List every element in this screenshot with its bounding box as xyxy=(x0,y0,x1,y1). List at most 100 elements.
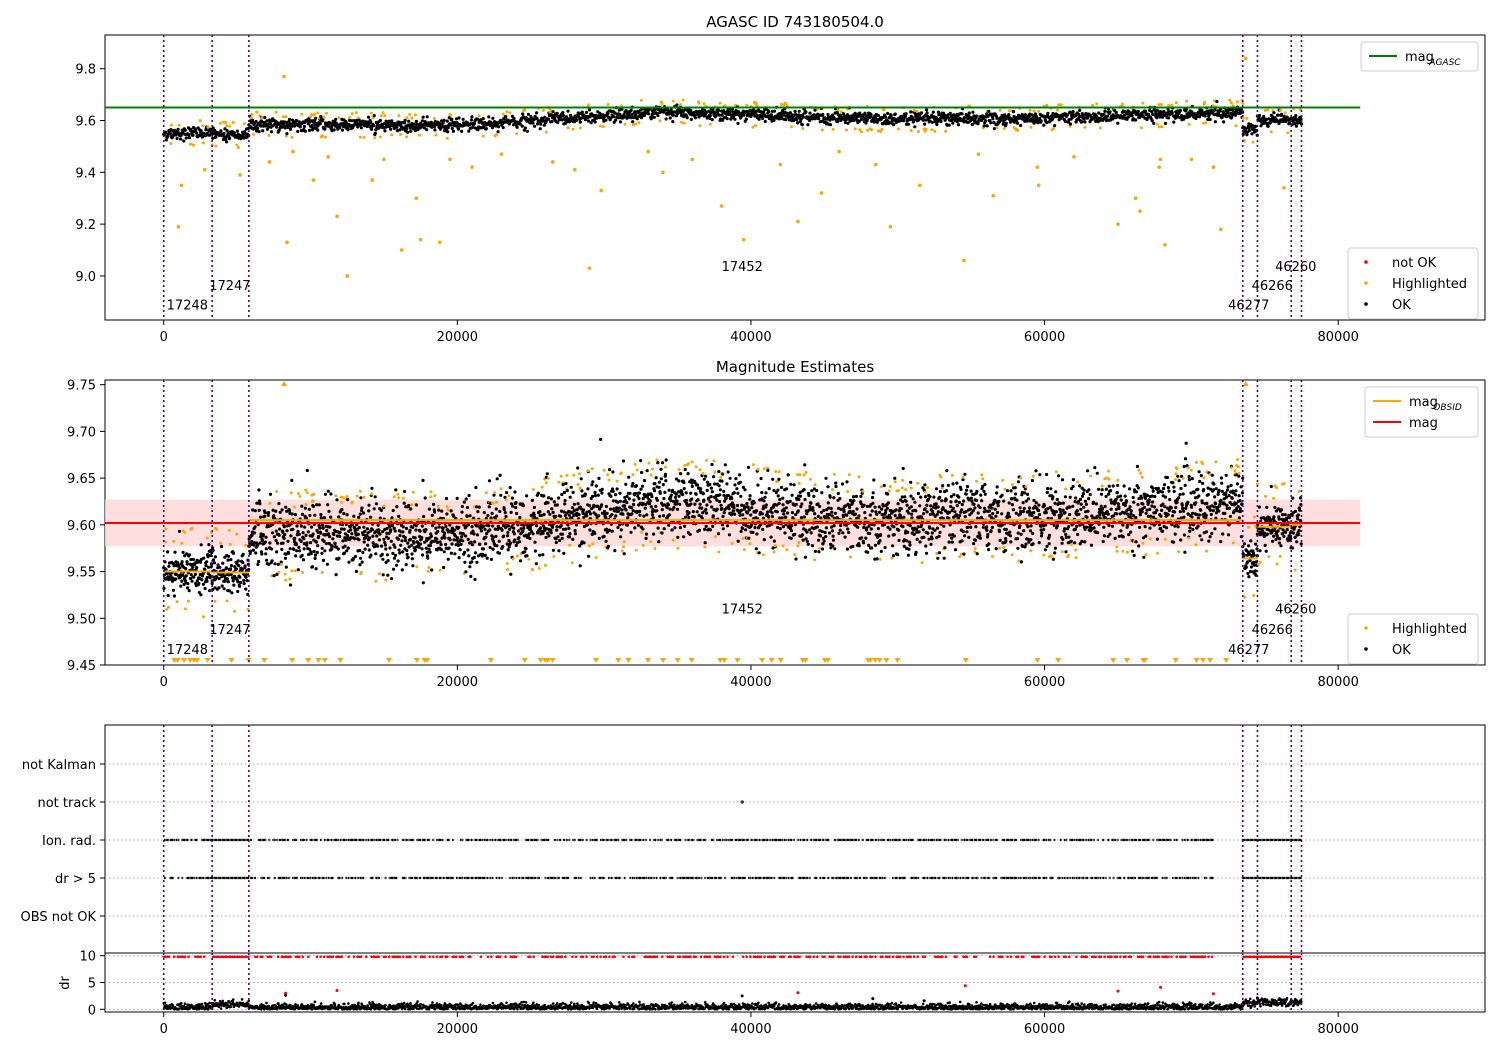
ok-point xyxy=(507,548,510,551)
ok-point xyxy=(764,491,767,494)
ok-point xyxy=(913,125,916,128)
highlighted-point xyxy=(713,471,716,474)
ok-point xyxy=(531,499,534,502)
highlighted-point xyxy=(664,466,667,469)
ok-point xyxy=(777,494,780,497)
ok-point xyxy=(386,574,389,577)
ok-point xyxy=(258,130,261,133)
ok-point xyxy=(217,586,220,589)
highlighted-point xyxy=(384,579,387,582)
ok-point xyxy=(675,103,678,106)
highlighted-point xyxy=(180,542,183,545)
highlighted-point xyxy=(572,128,575,131)
ok-point xyxy=(373,114,376,117)
ok-point xyxy=(314,557,317,560)
ok-point xyxy=(327,490,330,493)
highlighted-point xyxy=(773,551,776,554)
ok-point xyxy=(392,509,395,512)
ok-point xyxy=(404,539,407,542)
highlighted-point xyxy=(717,551,720,554)
ok-point xyxy=(620,528,623,531)
highlighted-point xyxy=(547,477,550,480)
ok-point xyxy=(791,511,794,514)
panel2-ytick-label: 9.65 xyxy=(67,472,96,487)
ok-point xyxy=(804,556,807,559)
ok-point xyxy=(531,122,534,125)
ok-point xyxy=(409,538,412,541)
ok-point xyxy=(645,513,648,516)
ok-point xyxy=(482,117,485,120)
ok-point xyxy=(784,516,787,519)
ok-point xyxy=(473,578,476,581)
highlighted-point xyxy=(288,578,291,581)
ok-point xyxy=(773,540,776,543)
ok-point xyxy=(404,536,407,539)
ok-point xyxy=(771,511,774,514)
ok-point xyxy=(433,128,436,131)
ok-point xyxy=(573,503,576,506)
ok-point xyxy=(717,470,720,473)
ok-point xyxy=(848,506,851,509)
highlighted-point xyxy=(793,553,796,556)
ok-point xyxy=(721,515,724,518)
ok-point xyxy=(551,526,554,529)
ok-point xyxy=(702,492,705,495)
ok-point xyxy=(635,484,638,487)
ok-point xyxy=(283,533,286,536)
ok-point xyxy=(308,508,311,511)
ok-point xyxy=(790,529,793,532)
ok-point xyxy=(678,503,681,506)
ok-point xyxy=(366,535,369,538)
ok-point xyxy=(552,110,555,113)
ok-point xyxy=(513,532,516,535)
ok-point xyxy=(710,463,713,466)
ok-point xyxy=(450,509,453,512)
ok-point xyxy=(261,129,264,132)
ok-point xyxy=(833,524,836,527)
ok-point xyxy=(366,544,369,547)
highlighted-point xyxy=(874,163,878,167)
ok-point xyxy=(242,553,245,556)
ok-point xyxy=(617,510,620,513)
highlighted-point xyxy=(298,495,301,498)
highlighted-point xyxy=(846,490,849,493)
ok-point xyxy=(721,114,724,117)
panel2-ytick-label: 9.60 xyxy=(67,519,96,534)
ok-point xyxy=(474,486,477,489)
highlighted-point xyxy=(252,133,255,136)
ok-point xyxy=(809,502,812,505)
ok-point xyxy=(628,497,631,500)
ok-point xyxy=(609,495,612,498)
highlighted-point xyxy=(1091,104,1094,107)
ok-point xyxy=(320,552,323,555)
highlighted-point xyxy=(631,473,634,476)
ok-point xyxy=(177,128,180,131)
ok-point xyxy=(361,551,364,554)
ok-point xyxy=(597,514,600,517)
ok-point xyxy=(322,527,325,530)
ok-point xyxy=(182,139,185,142)
ok-point xyxy=(478,506,481,509)
ok-point xyxy=(703,478,706,481)
highlighted-point xyxy=(731,542,734,545)
ok-point xyxy=(652,533,655,536)
highlighted-point xyxy=(607,103,610,106)
panel1-legend-lower-marker-swatch xyxy=(1364,281,1368,285)
highlighted-point xyxy=(203,168,207,172)
highlighted-point xyxy=(390,133,393,136)
ok-point xyxy=(655,509,658,512)
highlighted-point xyxy=(1072,155,1076,159)
highlighted-point xyxy=(621,550,624,553)
ok-point xyxy=(594,120,597,123)
ok-point xyxy=(370,487,373,490)
highlighted-point xyxy=(214,145,217,148)
ok-point xyxy=(174,577,177,580)
ok-point xyxy=(349,528,352,531)
highlighted-point xyxy=(1035,165,1039,169)
ok-point xyxy=(483,511,486,514)
highlighted-point xyxy=(917,130,920,133)
ok-point xyxy=(194,573,197,576)
ok-point xyxy=(518,540,521,543)
ok-point xyxy=(582,512,585,515)
ok-point xyxy=(345,549,348,552)
